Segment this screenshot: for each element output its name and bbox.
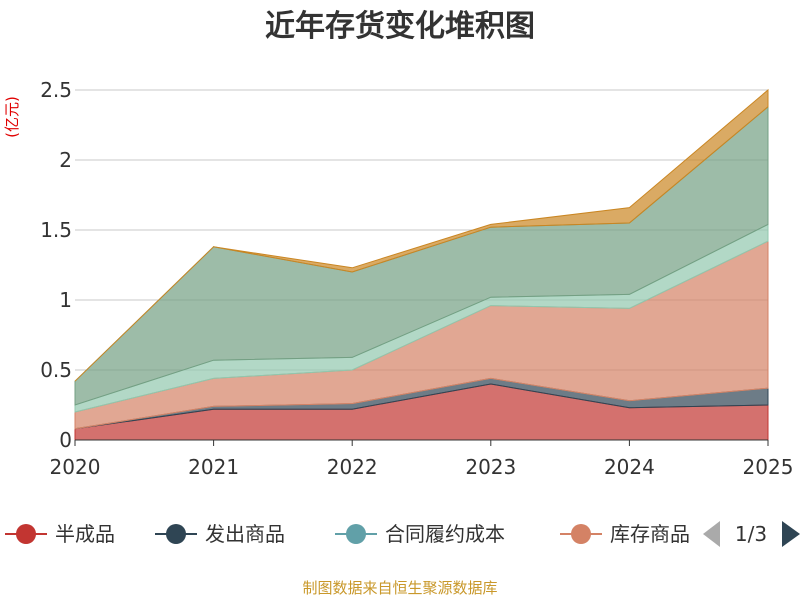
legend-prev-icon[interactable] xyxy=(703,521,720,547)
y-tick-label: 0 xyxy=(59,428,72,452)
x-tick-label: 2024 xyxy=(604,455,655,479)
legend-label: 发出商品 xyxy=(205,522,285,546)
axes xyxy=(74,439,769,446)
legend-pager: 1/3 xyxy=(703,521,800,547)
x-tick-label: 2020 xyxy=(50,455,101,479)
legend-label: 半成品 xyxy=(55,522,115,546)
legend-label: 合同履约成本 xyxy=(385,522,505,546)
legend-marker-icon xyxy=(16,524,36,544)
y-tick-label: 1.5 xyxy=(40,218,72,242)
y-tick-label: 2 xyxy=(59,148,72,172)
legend-next-icon[interactable] xyxy=(782,521,800,547)
legend-item[interactable]: 半成品 xyxy=(5,522,115,546)
area-series-7 xyxy=(74,88,769,382)
legend-item[interactable]: 合同履约成本 xyxy=(335,522,505,546)
x-tick-label: 2022 xyxy=(327,455,378,479)
y-axis-unit: (亿元) xyxy=(3,96,21,138)
area-series xyxy=(74,88,769,441)
legend-marker-icon xyxy=(571,524,591,544)
legend-item[interactable]: 发出商品 xyxy=(155,522,285,546)
legend-label: 库存商品 xyxy=(610,522,690,546)
x-tick-label: 2025 xyxy=(743,455,794,479)
y-tick-label: 2.5 xyxy=(40,78,72,102)
legend: 半成品 发出商品 合同履约成本 库存商品 1/3 xyxy=(5,521,800,547)
legend-marker-icon xyxy=(346,524,366,544)
y-tick-label: 0.5 xyxy=(40,358,72,382)
y-tick-label: 1 xyxy=(59,288,72,312)
x-tick-label: 2023 xyxy=(465,455,516,479)
tick-labels: 0 0.5 1 1.5 2 2.5 2020 2021 2022 2023 2024 2025 xyxy=(40,78,793,479)
legend-page-indicator: 1/3 xyxy=(735,522,767,546)
legend-item[interactable]: 库存商品 xyxy=(560,522,690,546)
source-note: 制图数据来自恒生聚源数据库 xyxy=(302,579,497,597)
chart-title: 近年存货变化堆积图 xyxy=(265,9,535,44)
legend-marker-icon xyxy=(166,524,186,544)
x-tick-label: 2021 xyxy=(188,455,239,479)
